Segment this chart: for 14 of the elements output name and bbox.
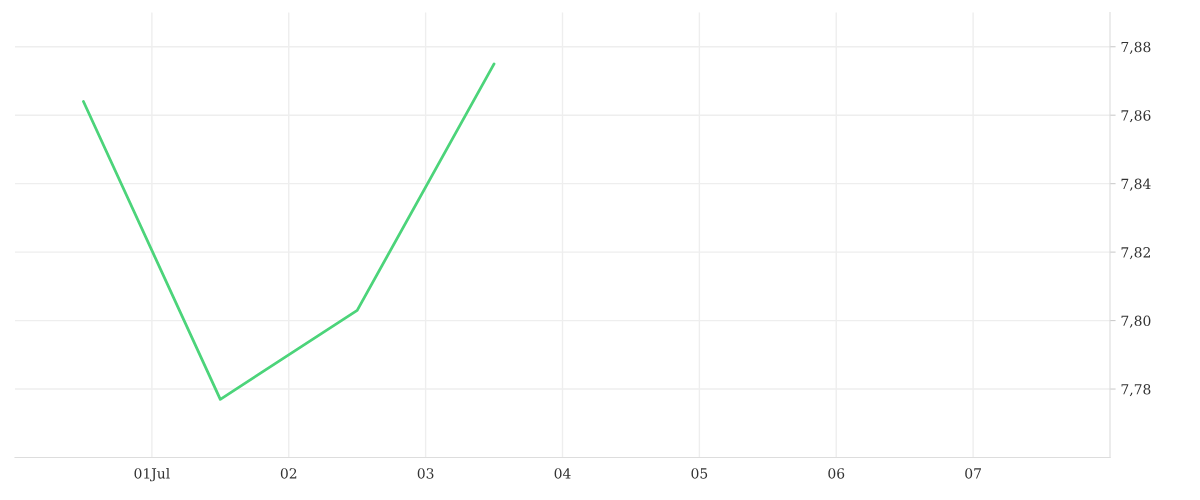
x-tick-label: 06 bbox=[828, 468, 845, 479]
y-tick-label: 7,86 bbox=[1121, 110, 1151, 123]
y-tick-label: 7,82 bbox=[1121, 247, 1150, 260]
line-series bbox=[82, 62, 496, 401]
y-tick-label: 7,88 bbox=[1121, 41, 1151, 54]
x-tick-label: 07 bbox=[965, 468, 981, 479]
x-tick-label: 03 bbox=[417, 468, 434, 479]
x-tick-label: 05 bbox=[691, 468, 708, 479]
x-tick-label: 02 bbox=[280, 468, 297, 479]
x-tick-label: 04 bbox=[554, 468, 571, 479]
x-tick-label: 01Jul bbox=[134, 467, 170, 482]
y-tick-label: 7,80 bbox=[1121, 315, 1151, 328]
y-tick-label: 7,84 bbox=[1121, 178, 1151, 191]
y-tick-label: 7,78 bbox=[1121, 384, 1151, 397]
